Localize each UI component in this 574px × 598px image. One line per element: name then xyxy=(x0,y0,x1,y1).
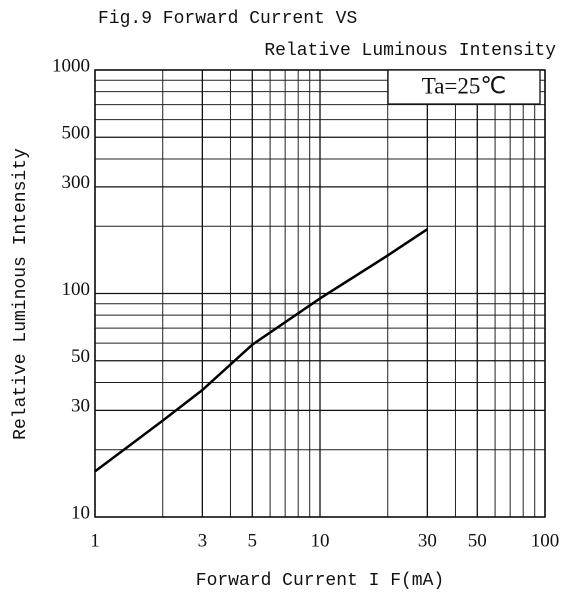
annotation-box xyxy=(387,69,541,105)
x-tick-label: 50 xyxy=(468,530,487,551)
x-tick-label: 10 xyxy=(311,530,330,551)
x-axis-label: Forward Current I F(mA) xyxy=(196,571,444,591)
y-axis-label: Relative Luminous Intensity xyxy=(11,148,31,440)
chart-title: Fig.9 Forward Current VS xyxy=(98,9,357,29)
y-tick-label: 50 xyxy=(71,346,90,367)
y-tick-label: 30 xyxy=(71,396,90,417)
x-tick-label: 30 xyxy=(418,530,437,551)
y-tick-label: 500 xyxy=(62,123,91,144)
x-tick-label: 5 xyxy=(248,530,258,551)
x-tick-label: 100 xyxy=(531,530,560,551)
y-tick-label: 1000 xyxy=(52,55,90,76)
annotation: Ta=25℃ xyxy=(422,73,506,98)
x-tick-label: 1 xyxy=(90,530,100,551)
y-tick-label: 10 xyxy=(71,502,90,523)
data-line xyxy=(94,228,429,473)
plot-frame xyxy=(94,69,546,518)
y-tick-label: 300 xyxy=(62,172,91,193)
x-tick-label: 3 xyxy=(198,530,208,551)
y-tick-label: 100 xyxy=(62,279,91,300)
chart-subtitle: Relative Luminous Intensity xyxy=(264,41,556,61)
